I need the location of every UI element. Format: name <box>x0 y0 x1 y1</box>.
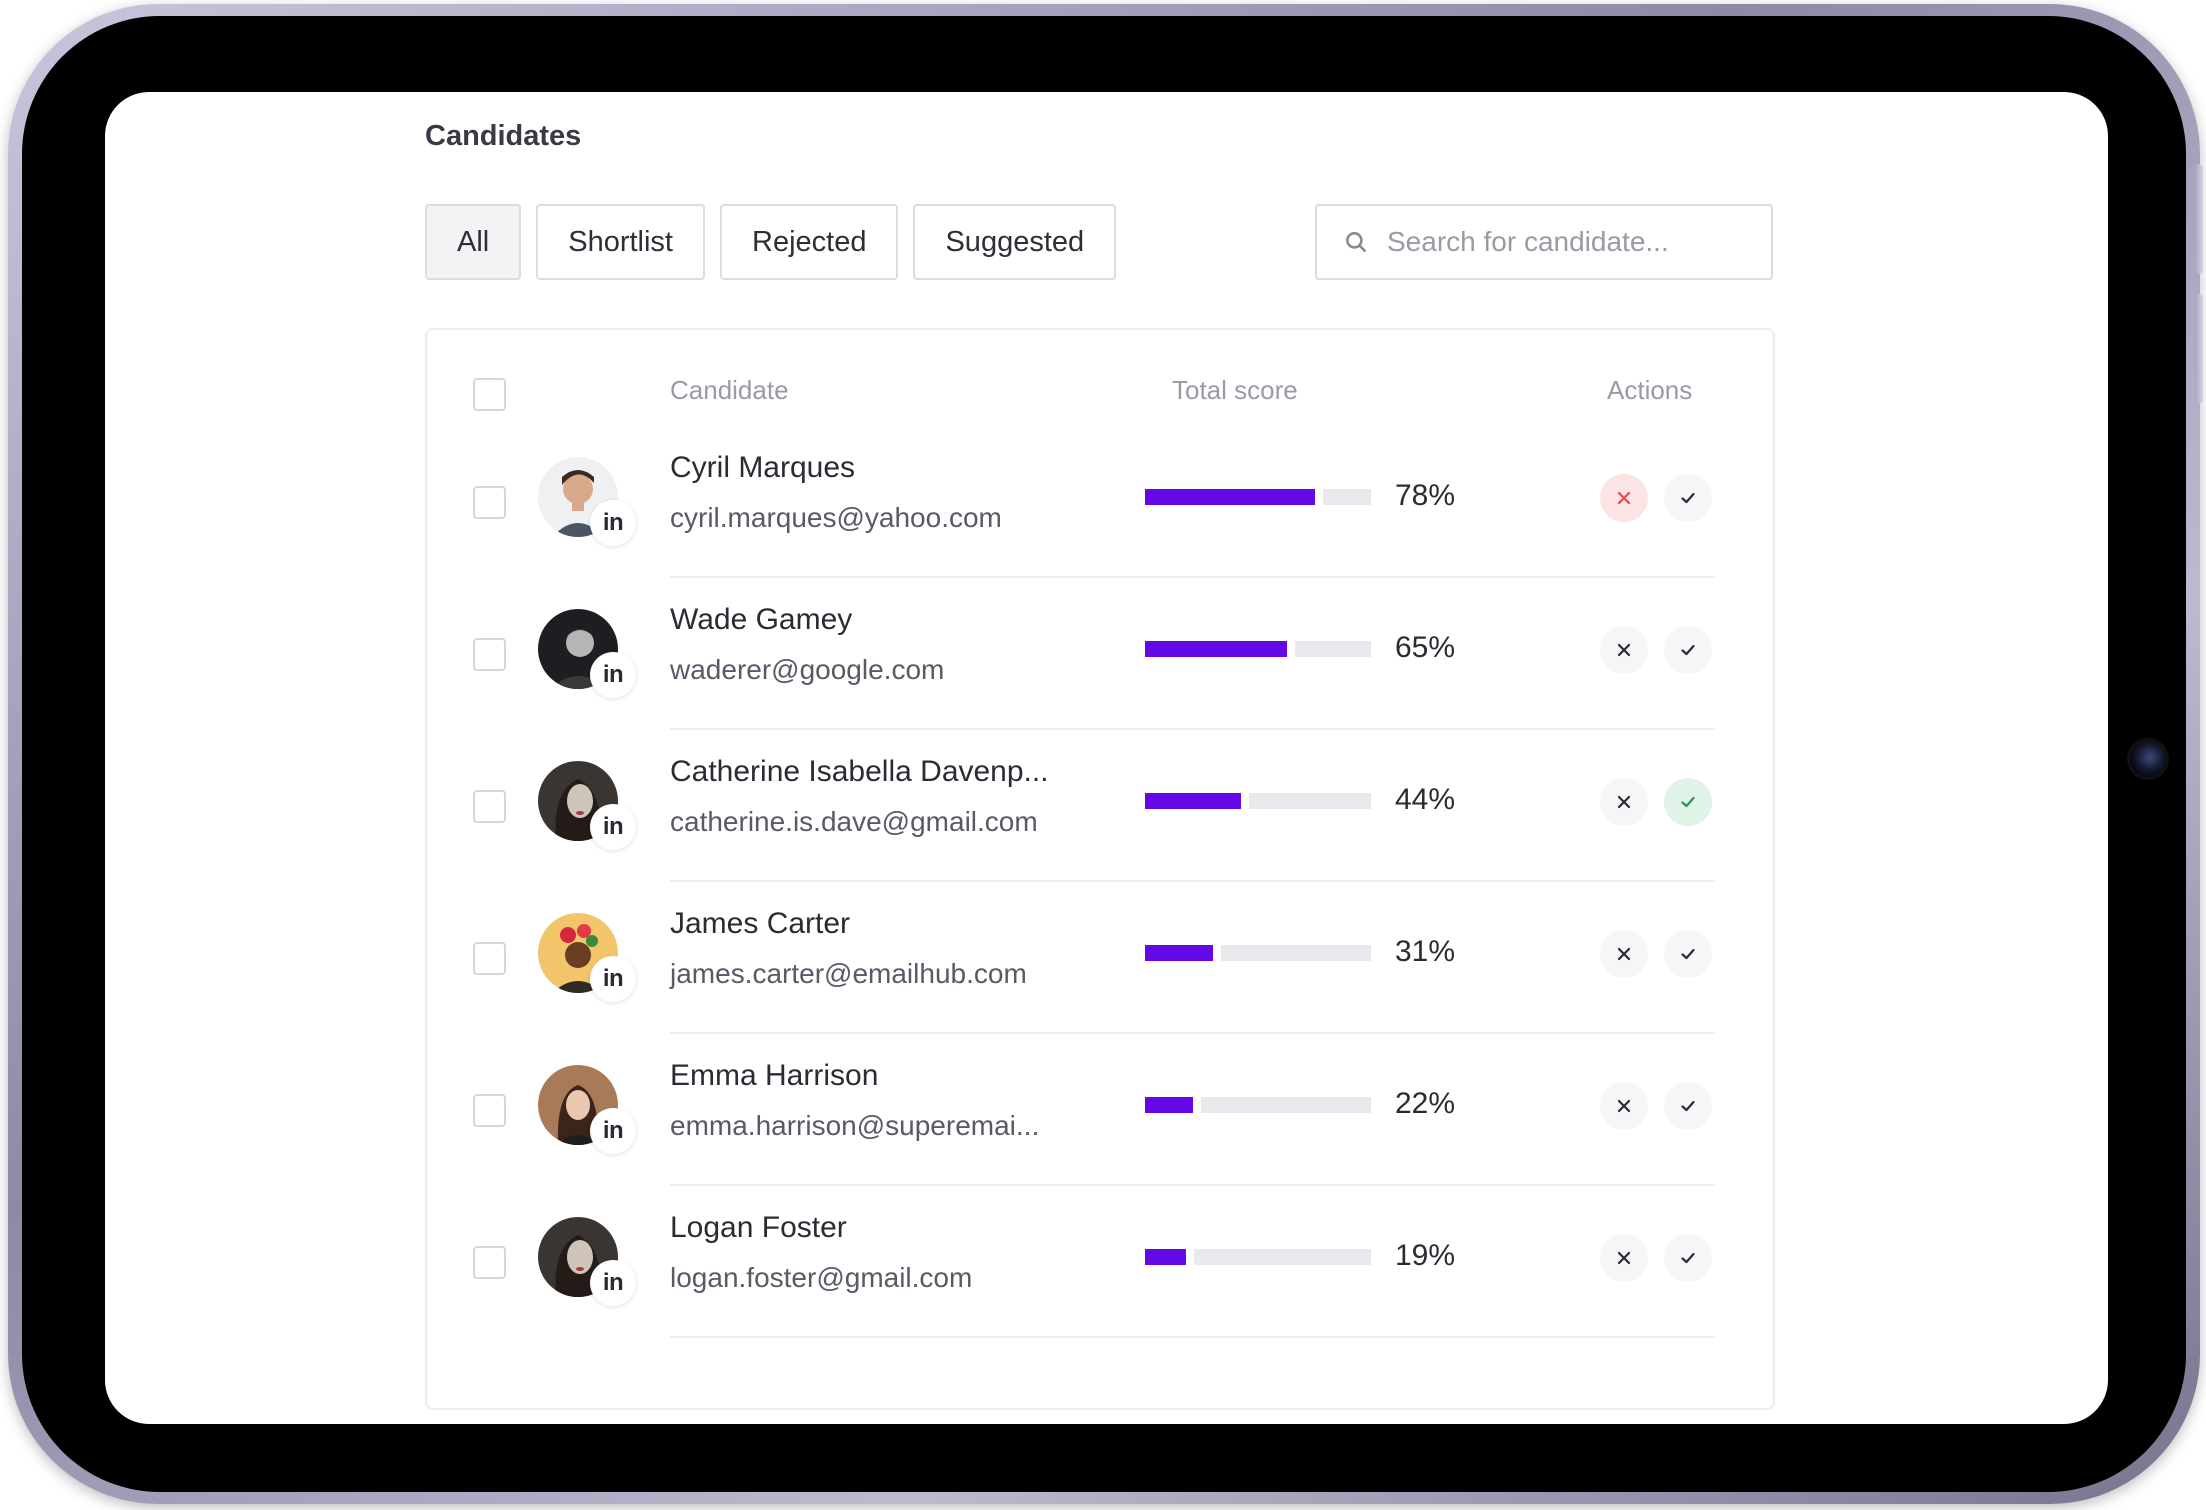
score-value: 19% <box>1395 1239 1456 1272</box>
page-title: Candidates <box>425 120 582 152</box>
select-all-checkbox[interactable] <box>473 378 506 411</box>
row-checkbox[interactable] <box>473 1094 506 1127</box>
accept-button[interactable] <box>1664 778 1712 826</box>
table-row: in Catherine Isabella Davenp... catherin… <box>427 730 1777 882</box>
row-checkbox[interactable] <box>473 1246 506 1279</box>
score-value: 44% <box>1395 783 1456 816</box>
linkedin-icon[interactable]: in <box>590 1260 636 1306</box>
reject-button[interactable] <box>1600 1082 1648 1130</box>
close-icon <box>1617 947 1631 961</box>
score-bar <box>1145 793 1371 809</box>
tab-shortlist[interactable]: Shortlist <box>536 204 705 280</box>
table-row: in Cyril Marques cyril.marques@yahoo.com… <box>427 426 1777 578</box>
search-input[interactable] <box>1387 226 1767 258</box>
row-divider <box>670 728 1715 730</box>
accept-button[interactable] <box>1664 1234 1712 1282</box>
close-icon <box>1617 795 1631 809</box>
candidate-email: waderer@google.com <box>670 654 945 685</box>
tab-all[interactable]: All <box>425 204 522 280</box>
accept-button[interactable] <box>1664 626 1712 674</box>
check-icon <box>1681 796 1695 808</box>
front-camera <box>2130 741 2166 777</box>
score-bar <box>1145 489 1371 505</box>
reject-button[interactable] <box>1600 930 1648 978</box>
column-header-actions: Actions <box>1607 375 1693 405</box>
table-row: in Logan Foster logan.foster@gmail.com 1… <box>427 1186 1777 1338</box>
reject-button[interactable] <box>1600 778 1648 826</box>
row-divider <box>670 1032 1715 1034</box>
tab-rejected[interactable]: Rejected <box>720 204 899 280</box>
check-icon <box>1681 1100 1695 1112</box>
check-icon <box>1681 492 1695 504</box>
filter-tabs: All Shortlist Rejected Suggested <box>425 204 1117 280</box>
candidate-name[interactable]: Emma Harrison <box>670 1059 879 1092</box>
accept-button[interactable] <box>1664 1082 1712 1130</box>
accept-button[interactable] <box>1664 474 1712 522</box>
row-checkbox[interactable] <box>473 486 506 519</box>
close-icon <box>1617 1099 1631 1113</box>
row-divider <box>670 880 1715 882</box>
score-value: 65% <box>1395 631 1456 664</box>
volume-button <box>2195 164 2203 274</box>
linkedin-icon[interactable]: in <box>590 652 636 698</box>
check-icon <box>1681 644 1695 656</box>
linkedin-icon[interactable]: in <box>590 804 636 850</box>
row-checkbox[interactable] <box>473 638 506 671</box>
reject-button[interactable] <box>1600 1234 1648 1282</box>
score-bar <box>1145 1249 1371 1265</box>
check-icon <box>1681 1252 1695 1264</box>
reject-button[interactable] <box>1600 474 1648 522</box>
close-icon <box>1617 1251 1631 1265</box>
row-divider <box>670 1336 1715 1338</box>
table-row: in Emma Harrison emma.harrison@superemai… <box>427 1034 1777 1186</box>
score-value: 31% <box>1395 935 1456 968</box>
candidate-email: emma.harrison@superemai... <box>670 1110 1040 1141</box>
column-header-score: Total score <box>1172 375 1298 405</box>
candidate-name[interactable]: Wade Gamey <box>670 603 853 636</box>
power-button <box>2195 294 2203 404</box>
candidate-name[interactable]: James Carter <box>670 907 851 940</box>
check-icon <box>1681 948 1695 960</box>
search-box[interactable] <box>1315 204 1773 280</box>
row-checkbox[interactable] <box>473 790 506 823</box>
candidate-name[interactable]: Cyril Marques <box>670 451 856 484</box>
reject-button[interactable] <box>1600 626 1648 674</box>
close-icon <box>1617 491 1631 505</box>
linkedin-icon[interactable]: in <box>590 956 636 1002</box>
column-header-candidate: Candidate <box>670 375 789 405</box>
table-row: in Wade Gamey waderer@google.com 65% <box>427 578 1777 730</box>
candidate-email: james.carter@emailhub.com <box>670 958 1027 989</box>
score-value: 22% <box>1395 1087 1456 1120</box>
linkedin-icon[interactable]: in <box>590 500 636 546</box>
candidate-name[interactable]: Catherine Isabella Davenp... <box>670 755 1049 788</box>
score-bar <box>1145 945 1371 961</box>
candidates-table: Candidate Total score Actions in Cyril M… <box>425 328 1775 1410</box>
avatar <box>538 457 618 537</box>
score-bar <box>1145 1097 1371 1113</box>
candidate-email: catherine.is.dave@gmail.com <box>670 806 1038 837</box>
tab-suggested[interactable]: Suggested <box>913 204 1117 280</box>
app-screen: Candidates All Shortlist Rejected Sugges… <box>105 92 2108 1424</box>
row-divider <box>670 576 1715 578</box>
score-bar <box>1145 641 1371 657</box>
avatar <box>538 913 618 993</box>
close-icon <box>1617 643 1631 657</box>
accept-button[interactable] <box>1664 930 1712 978</box>
search-icon <box>1346 232 1366 252</box>
candidate-email: cyril.marques@yahoo.com <box>670 502 1002 533</box>
linkedin-icon[interactable]: in <box>590 1108 636 1154</box>
row-checkbox[interactable] <box>473 942 506 975</box>
score-value: 78% <box>1395 479 1456 512</box>
candidate-name[interactable]: Logan Foster <box>670 1211 847 1244</box>
row-divider <box>670 1184 1715 1186</box>
table-row: in James Carter james.carter@emailhub.co… <box>427 882 1777 1034</box>
candidate-email: logan.foster@gmail.com <box>670 1262 973 1293</box>
